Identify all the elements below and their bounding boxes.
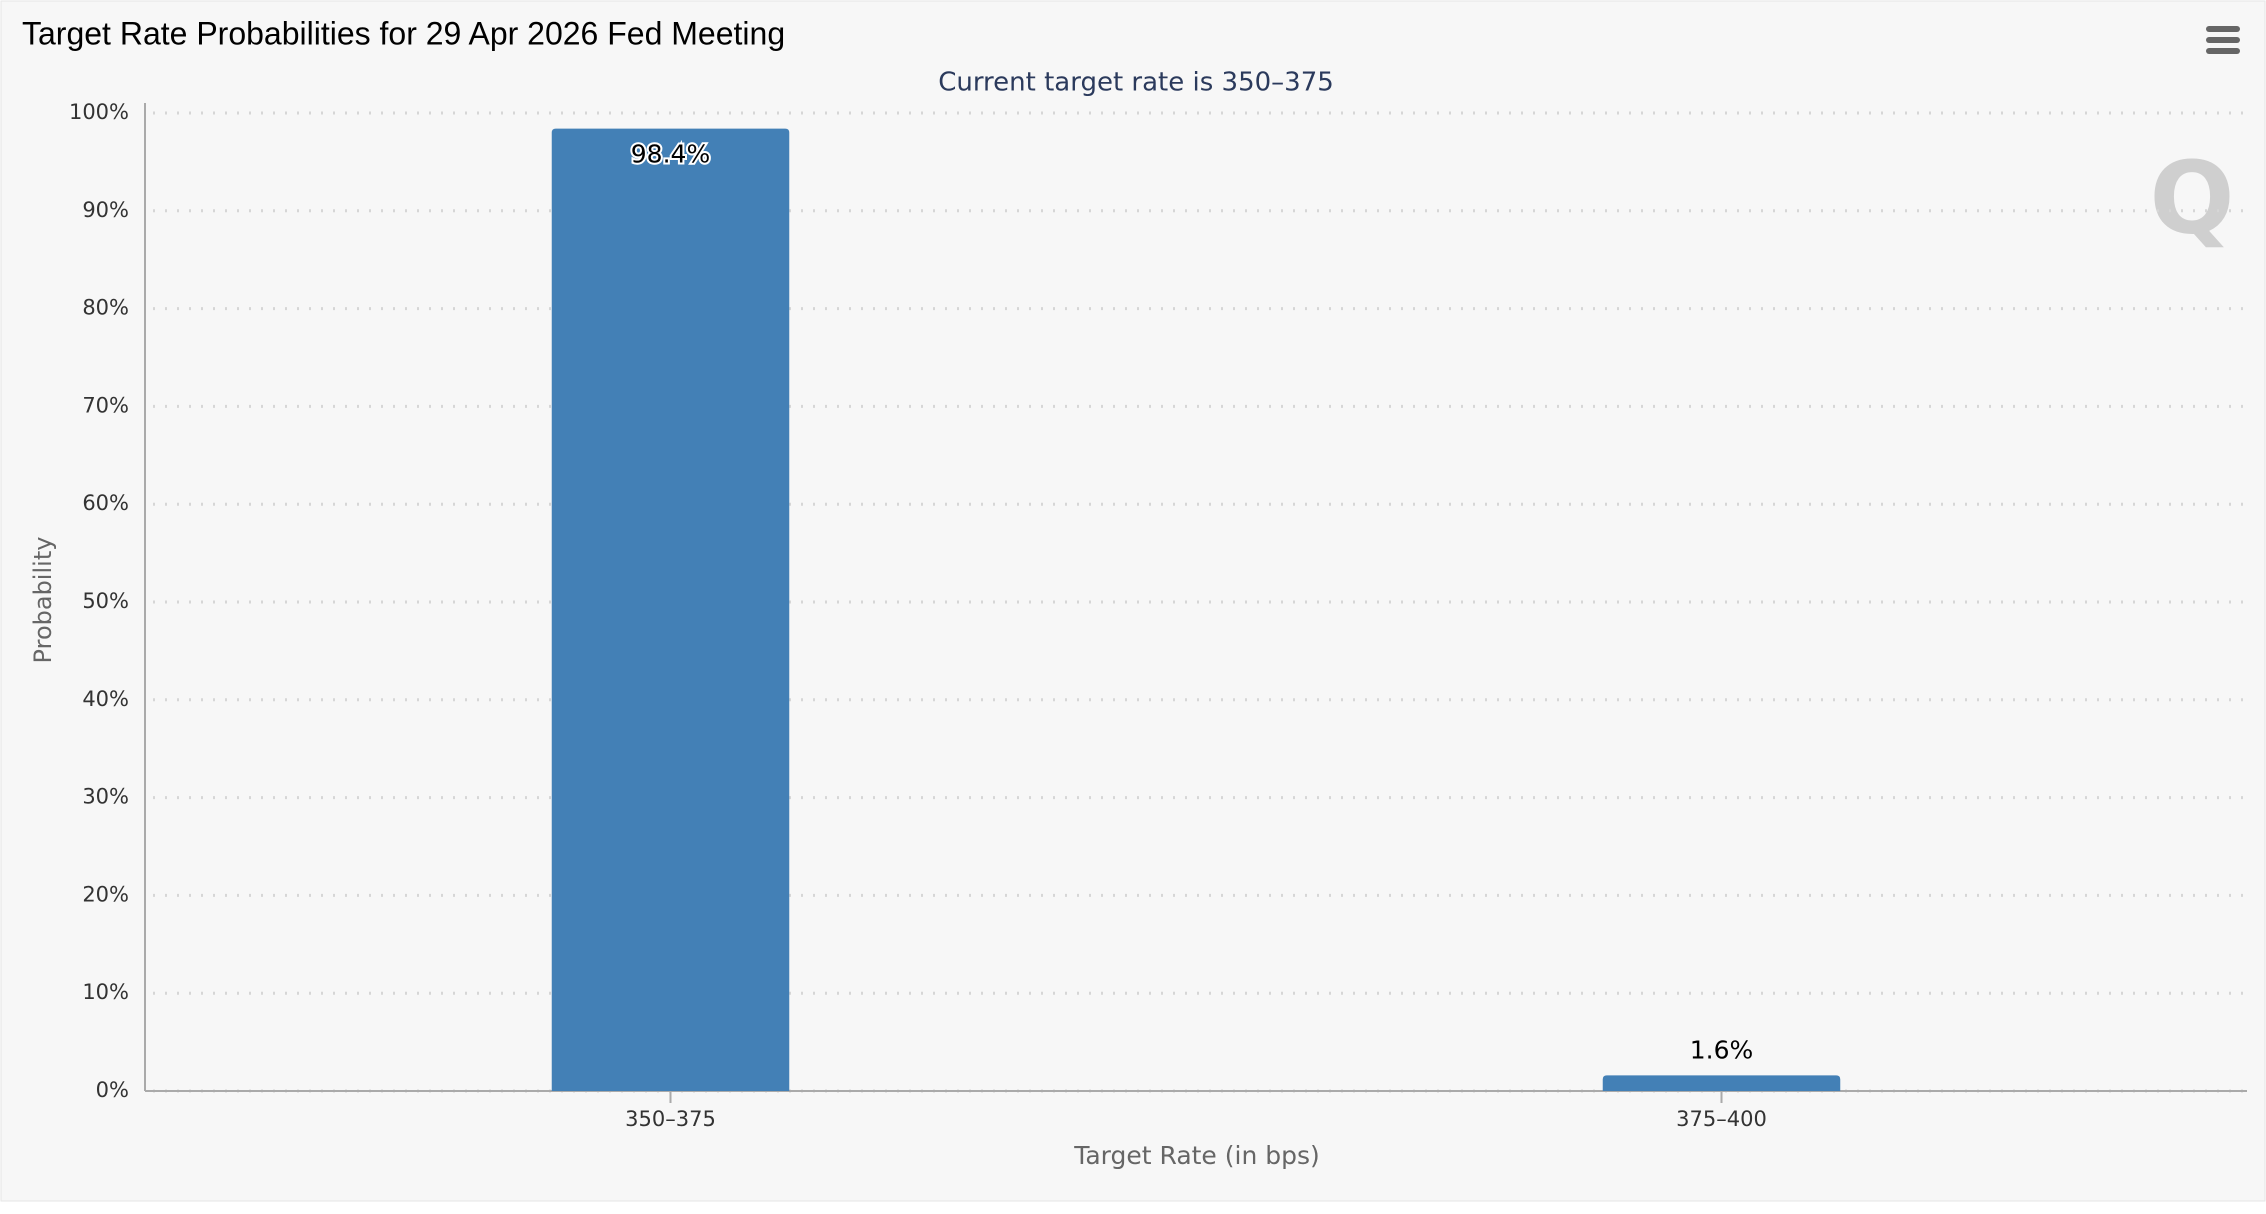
y-tick-label: 100%	[69, 100, 129, 124]
chart-title: Target Rate Probabilities for 29 Apr 202…	[22, 15, 785, 51]
y-tick-label: 30%	[82, 785, 129, 809]
data-label: 1.6%	[1690, 1035, 1754, 1064]
x-tick-label: 375–400	[1676, 1107, 1767, 1131]
y-tick-label: 40%	[82, 687, 129, 711]
y-tick-label: 50%	[82, 589, 129, 613]
y-tick-label: 70%	[82, 393, 129, 417]
chart-subtitle: Current target rate is 350–375	[938, 68, 1334, 98]
y-tick-label: 0%	[96, 1078, 129, 1102]
y-tick-label: 10%	[82, 980, 129, 1004]
y-axis-title: Probability	[29, 537, 57, 664]
bar	[1602, 1075, 1841, 1091]
data-label: 98.4%	[631, 140, 710, 169]
y-tick-label: 90%	[82, 198, 129, 222]
menu-bar	[2206, 37, 2240, 43]
y-tick-label: 80%	[82, 296, 129, 320]
y-tick-label: 20%	[82, 882, 129, 906]
watermark: Q	[2149, 139, 2234, 256]
bar	[551, 128, 790, 1091]
x-axis-title: Target Rate (in bps)	[1073, 1141, 1320, 1170]
menu-button[interactable]	[2206, 26, 2240, 54]
x-tick-label: 350–375	[625, 1107, 716, 1131]
menu-bar	[2206, 48, 2240, 54]
menu-bar	[2206, 26, 2240, 32]
y-tick-label: 60%	[82, 491, 129, 515]
